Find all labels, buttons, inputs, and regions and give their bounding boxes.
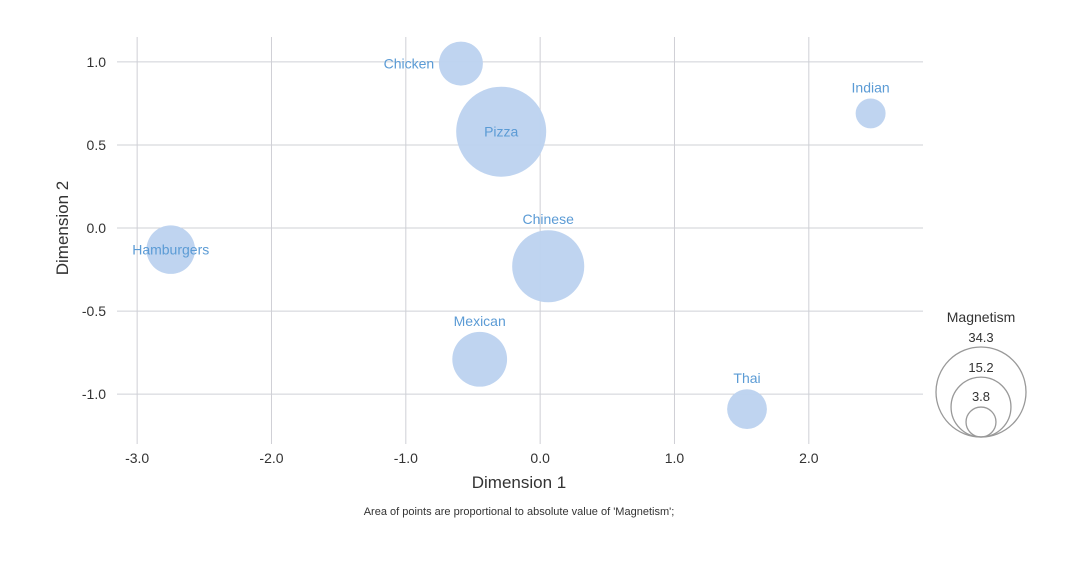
y-tick-label: 0.5 <box>87 137 107 153</box>
bubble-point <box>512 230 585 303</box>
legend-items: 34.3 15.2 3.8 <box>935 330 1027 438</box>
bubble-point <box>855 98 886 129</box>
x-tick-label: 1.0 <box>665 450 685 466</box>
point-label-layer: Chicken Pizza Indian Hamburgers Chinese Mexic… <box>132 56 889 387</box>
legend-label: 3.8 <box>972 389 990 404</box>
bubble-layer <box>146 41 886 430</box>
point-label: Mexican <box>454 313 506 329</box>
y-tick-label: 1.0 <box>87 54 107 70</box>
magnetism-legend: Magnetism 34.3 15.2 3.8 <box>935 309 1027 438</box>
footnote: Area of points are proportional to absol… <box>364 506 675 518</box>
bubble-point <box>727 389 767 430</box>
x-tick-label: 2.0 <box>799 450 819 466</box>
tick-layer: -3.0 -2.0 -1.0 0.0 1.0 2.0 1.0 0.5 0.0 -0.5 -1.0 <box>82 54 819 466</box>
bubble-point <box>438 41 483 86</box>
bubble-point <box>456 86 547 177</box>
point-label: Chicken <box>384 56 435 72</box>
legend-label: 15.2 <box>968 360 993 375</box>
point-label: Pizza <box>484 124 518 140</box>
y-axis-title: Dimension 2 <box>53 181 72 276</box>
point-label: Chinese <box>523 211 575 227</box>
x-axis-title: Dimension 1 <box>472 473 567 492</box>
bubble-point <box>146 225 196 274</box>
point-label: Indian <box>852 79 890 95</box>
grid-layer <box>117 37 923 444</box>
x-tick-label: -1.0 <box>394 450 418 466</box>
legend-title: Magnetism <box>947 309 1015 325</box>
y-tick-label: -1.0 <box>82 386 106 402</box>
y-tick-label: -0.5 <box>82 303 106 319</box>
point-label: Hamburgers <box>132 242 209 258</box>
point-label: Thai <box>733 370 760 386</box>
legend-label: 34.3 <box>968 330 993 345</box>
y-tick-label: 0.0 <box>87 220 107 236</box>
x-tick-label: -3.0 <box>125 450 149 466</box>
legend-circle <box>965 406 997 438</box>
x-tick-label: 0.0 <box>530 450 550 466</box>
x-tick-label: -2.0 <box>259 450 283 466</box>
bubble-point <box>452 331 508 387</box>
